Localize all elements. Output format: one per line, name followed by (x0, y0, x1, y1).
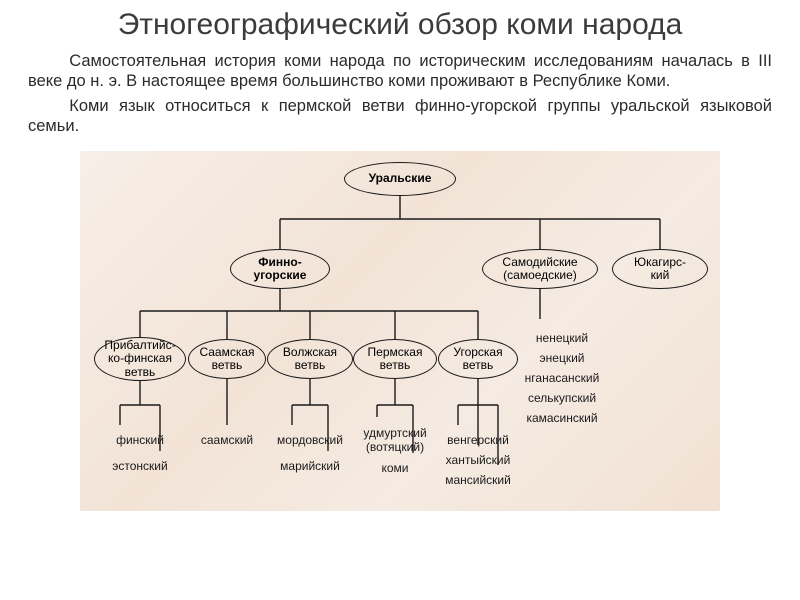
paragraph-2: Коми язык относиться к пермской ветви фи… (28, 96, 772, 137)
tree-leaf-13: селькупский (528, 391, 596, 405)
tree-leaf-10: ненецкий (536, 331, 588, 345)
tree-leaf-9: мансийский (445, 473, 511, 487)
tree-leaf-11: энецкий (540, 351, 585, 365)
tree-leaf-8: хантыйский (446, 453, 511, 467)
tree-node-ugor: Угорская ветвь (438, 339, 518, 379)
tree-leaf-7: венгерский (447, 433, 509, 447)
tree-node-pribalt: Прибалтийс- ко-финская ветвь (94, 337, 186, 381)
tree-leaf-6: коми (381, 461, 408, 475)
tree-leaf-1: эстонский (112, 459, 167, 473)
tree-leaf-4: марийский (280, 459, 340, 473)
tree-leaf-2: саамский (201, 433, 253, 447)
tree-leaf-0: финский (116, 433, 164, 447)
tree-leaf-3: мордовский (277, 433, 343, 447)
tree-node-yuka: Юкагирс- кий (612, 249, 708, 289)
language-tree-diagram: Уральские Финно- угорские Самодийские (сам… (80, 151, 720, 511)
paragraph-1: Самостоятельная история коми народа по и… (28, 51, 772, 92)
tree-leaf-5: удмуртский (вотяцкий) (363, 426, 426, 455)
tree-nodes-layer: Уральские Финно- угорские Самодийские (сам… (80, 151, 720, 511)
slide-title: Этногеографический обзор коми народа (28, 8, 772, 43)
tree-node-root: Уральские (344, 162, 456, 196)
tree-node-finno: Финно- угорские (230, 249, 330, 289)
tree-node-perm: Пермская ветвь (353, 339, 437, 379)
tree-node-samo: Самодийские (самоедские) (482, 249, 598, 289)
tree-leaf-12: нганасанский (525, 371, 600, 385)
tree-node-volga: Волжская ветвь (267, 339, 353, 379)
tree-leaf-14: камасинский (526, 411, 597, 425)
tree-node-saam: Саамская ветвь (188, 339, 266, 379)
